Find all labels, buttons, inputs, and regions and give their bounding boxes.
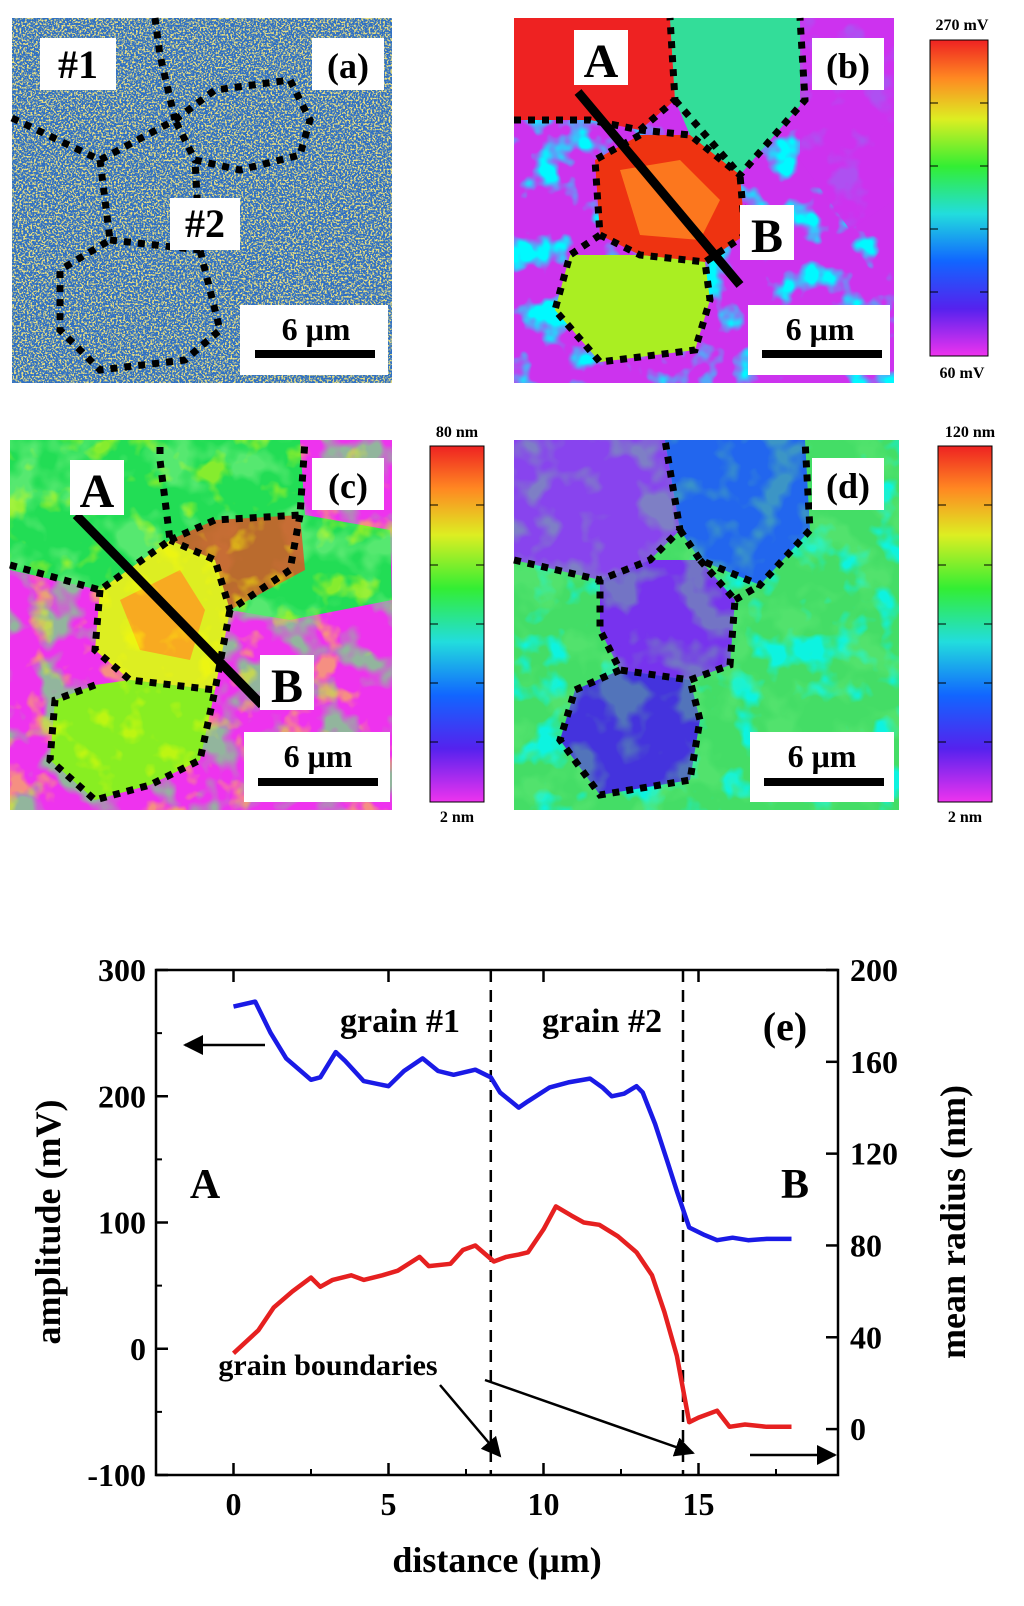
panel-b-tag-box [812,38,884,90]
grain-label-1-box [40,38,116,90]
panel-b-colorbar-max: 270 mV [936,17,989,34]
panel-b-colorbar-ticks [930,102,988,293]
panel-c-colorbar-max: 80 nm [436,424,479,441]
grain-label-2: #2 [185,201,225,246]
panel-c-scalebar [258,778,378,786]
panel-d-tag-box [812,458,884,510]
panel-b-grain-boundaries [514,17,809,366]
panel-b-line-ab [574,89,744,288]
panel-a-tag-box [312,38,384,90]
panel-c-label-b-box [260,655,314,710]
panel-d-colorbar-min: 2 nm [948,809,983,826]
y-right-axis-label: mean radius (nm) [933,1085,973,1359]
panel-a-grain-boundaries [10,17,314,374]
boundary-arrow-1 [439,1384,502,1458]
panel-c-colorbar-min: 2 nm [440,809,475,826]
panel-d-colorbar-ticks [938,504,992,743]
annotation-grain-2: grain #2 [542,1003,662,1040]
y-right-tick-label: 80 [850,1227,882,1263]
y-right-tick-label: 120 [850,1136,898,1172]
x-tick-label: 5 [381,1486,397,1522]
x-tick-label: 10 [528,1486,560,1522]
panel-b-scalebar [762,350,882,358]
panel-d-colorbar [937,445,993,803]
panel-c-grain-boundaries [9,439,309,804]
x-tick-label: 0 [226,1486,242,1522]
panel-e-chart: 0 5 10 15 -100 0 100 200 300 0 40 80 120 160 200 grain… [28,952,973,1580]
panel-c-scalebar-box [244,732,390,802]
panel-d-scalebar [764,778,884,786]
panel-b-scalebar-box [748,305,890,375]
panel-c-colorbar-ticks [430,504,484,743]
panel-a-scalebar-box [240,305,388,375]
panel-b-yellow-grain [555,255,710,362]
panel-b-colorbar-min: 60 mV [940,365,985,382]
panel-c-label-b: B [271,660,303,713]
panel-d-scalebar-label: 6 μm [788,738,857,774]
panel-a: #1 #2 (a) 6 μm [10,17,392,383]
panel-b-tag: (b) [826,46,870,86]
panel-d-scalebar-box [750,732,894,802]
panel-d-tag: (d) [826,466,870,506]
panel-d: (d) 6 μm 120 nm 2 nm [513,424,996,826]
panel-d-grain-boundaries [513,439,814,799]
annotation-a: A [190,1162,221,1208]
panel-b-label-b: B [751,210,783,263]
axis-ticks [155,968,838,1477]
y-left-axis-label: amplitude (mV) [28,1100,68,1345]
y-right-tick-label: 160 [850,1044,898,1080]
panel-b-label-b-box [740,205,794,260]
y-right-tick-label: 40 [850,1319,882,1355]
panel-c-scalebar-label: 6 μm [284,738,353,774]
y-left-tick-label: -100 [87,1457,146,1493]
panel-a-tag: (a) [327,46,369,86]
y-right-tick-label: 200 [850,952,898,988]
grain-label-1: #1 [58,42,98,87]
annotation-grain-1: grain #1 [340,1003,460,1040]
panel-e-tag: (e) [763,1004,807,1049]
panel-b-label-a: A [584,35,619,88]
panel-c-label-a: A [80,465,115,518]
y-left-tick-label: 300 [98,952,146,988]
annotation-grain-boundaries: grain boundaries [218,1349,437,1382]
annotation-b: B [781,1162,809,1208]
panel-c-colorbar [429,445,485,803]
grain-label-2-box [170,198,240,250]
y-right-tick-label: 0 [850,1411,866,1447]
panel-c-tag-box [312,458,384,510]
panel-c-label-a-box [70,460,124,515]
y-left-tick-label: 200 [98,1078,146,1114]
x-tick-label: 15 [683,1486,715,1522]
x-axis-label: distance (μm) [392,1540,601,1580]
series-line-amplitude [232,999,792,1243]
panel-b-label-a-box [574,30,628,85]
boundary-arrow-2 [484,1378,695,1457]
series-line-mean-radius [231,1204,792,1430]
panel-b: A B (b) 6 μm 270 mV 60 mV [514,17,989,383]
data-series [231,999,792,1430]
panel-c-tag: (c) [328,466,368,506]
panel-b-colorbar [929,39,989,357]
y-left-tick-label: 100 [98,1205,146,1241]
panel-a-scalebar-label: 6 μm [282,311,351,347]
panel-b-scalebar-label: 6 μm [786,311,855,347]
panel-c-line-ab [72,511,266,709]
panel-c: A B (c) 6 μm 80 nm 2 nm [9,424,485,826]
axis-tick-labels: 0 5 10 15 -100 0 100 200 300 0 40 80 120 160 200 [87,952,898,1522]
panel-a-scalebar [255,350,375,358]
panel-d-colorbar-max: 120 nm [945,424,996,441]
y-left-tick-label: 0 [130,1331,146,1367]
